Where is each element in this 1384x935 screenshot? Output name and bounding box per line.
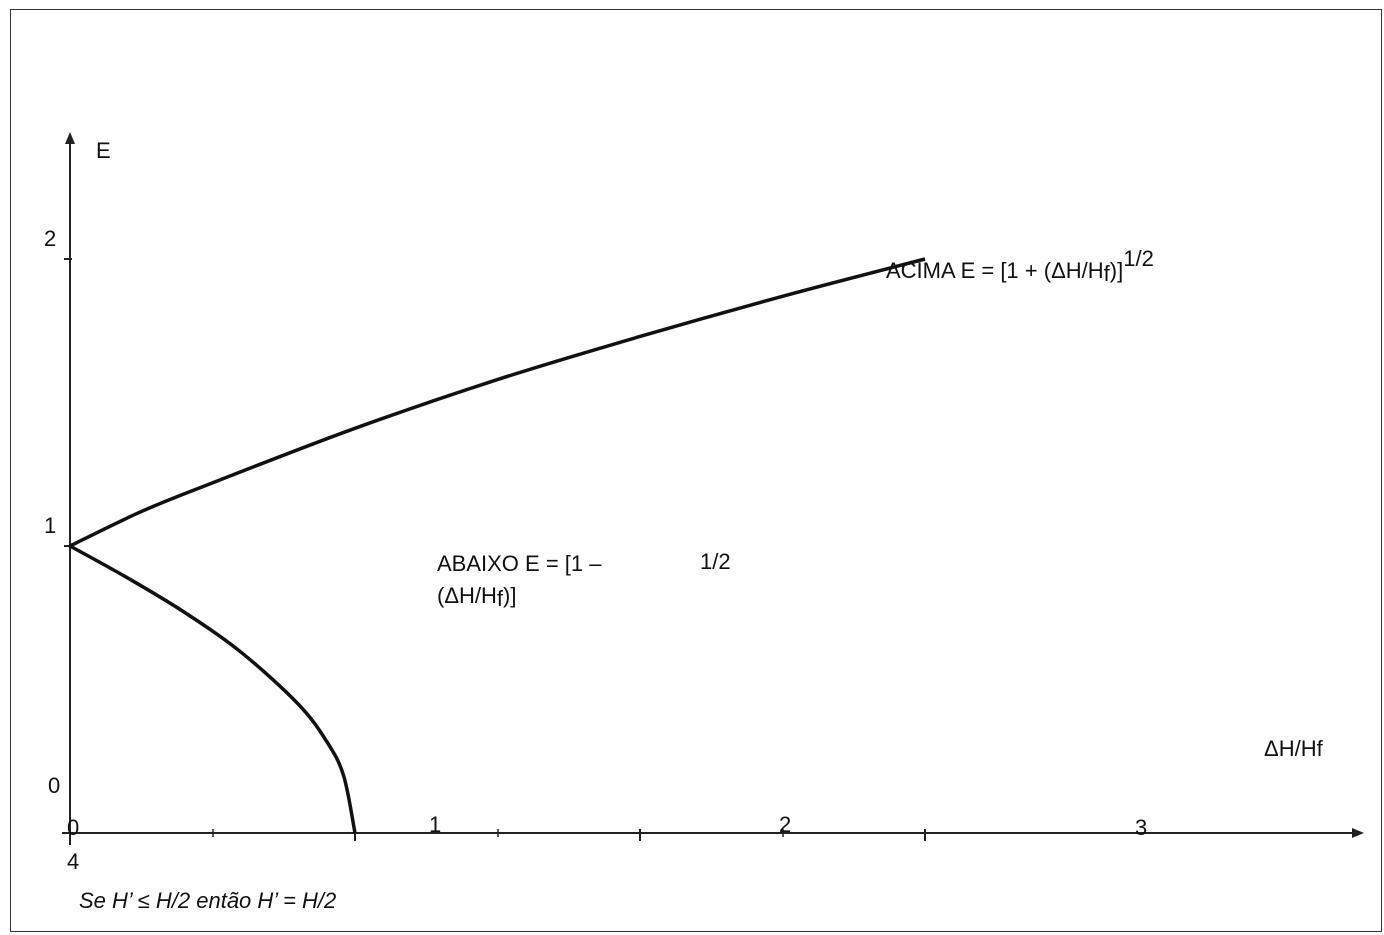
abaixo-label-main: (ΔH/H: [437, 583, 497, 608]
y-tick-label-1: 1: [44, 513, 57, 538]
chart-frame: [10, 9, 1382, 932]
x-tick-label-extra: 4: [67, 849, 80, 874]
y-tick-label-2: 2: [44, 226, 57, 251]
y-tick-label-0: 0: [48, 773, 61, 798]
series-label-abaixo-sup: 1/2: [700, 549, 731, 574]
series-label-acima: ACIMA E = [1 + (ΔH/Hf)]1/2: [886, 248, 1154, 285]
acima-label-sup: 1/2: [1123, 246, 1154, 271]
footnote: Se H’ ≤ H/2 então H’ = H/2: [79, 888, 337, 913]
acima-label-main: ACIMA E = [1 + (ΔH/H: [886, 258, 1104, 283]
x-tick-label-2: 2: [779, 812, 792, 837]
acima-label-sub: f: [1103, 261, 1110, 286]
x-tick-label-0: 0: [67, 815, 80, 840]
series-line-abaixo: [69, 544, 357, 834]
x-tick-label-3: 3: [1135, 815, 1148, 840]
series-label-abaixo-line2: (ΔH/Hf)]: [437, 583, 517, 610]
series-line-acima: [69, 257, 926, 548]
series-label-abaixo-line1: ABAIXO E = [1 –: [437, 551, 602, 576]
acima-label-close: )]: [1109, 258, 1124, 283]
x-axis-label: ΔH/Hf: [1264, 736, 1323, 761]
y-axis-arrow: [65, 132, 75, 144]
x-tick-label-1: 1: [429, 812, 442, 837]
x-ticks: [212, 829, 926, 841]
x-axis-arrow: [1352, 828, 1364, 838]
abaixo-label-close: )]: [503, 583, 517, 608]
abaixo-label-sub: f: [496, 586, 504, 611]
y-axis-label: E: [96, 138, 111, 163]
